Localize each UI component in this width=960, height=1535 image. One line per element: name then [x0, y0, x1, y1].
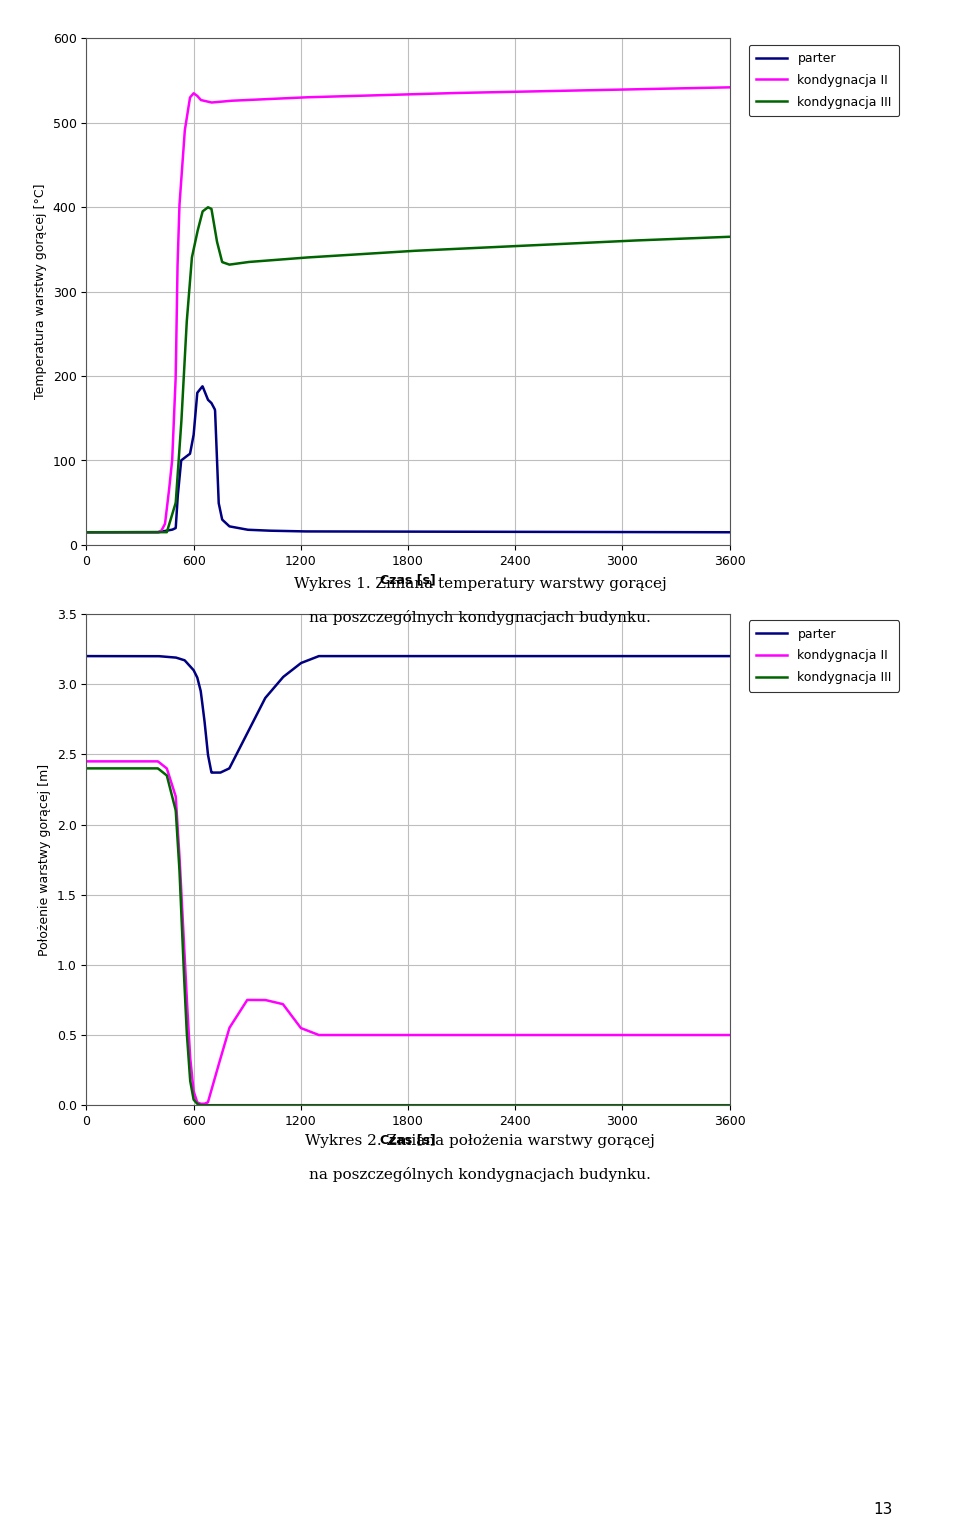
kondygnacja II	[327, 87, 339, 106]
kondygnacja II	[81, 523, 92, 542]
Legend: parter, kondygnacja II, kondygnacja III: parter, kondygnacja II, kondygnacja III	[749, 45, 900, 117]
parter	[724, 646, 735, 665]
kondygnacja III	[154, 523, 165, 542]
kondygnacja III	[195, 1096, 206, 1114]
parter	[81, 523, 92, 542]
Text: na poszczególnych kondygnacjach budynku.: na poszczególnych kondygnacjach budynku.	[309, 1167, 651, 1182]
Line: kondygnacja III: kondygnacja III	[86, 769, 730, 1105]
parter	[154, 648, 165, 666]
Line: kondygnacja III: kondygnacja III	[86, 207, 730, 533]
X-axis label: Czas [s]: Czas [s]	[380, 573, 436, 586]
Line: parter: parter	[86, 387, 730, 533]
Y-axis label: Położenie warstwy gorącej [m]: Położenie warstwy gorącej [m]	[38, 763, 51, 956]
kondygnacja III	[327, 1096, 339, 1114]
X-axis label: Czas [s]: Czas [s]	[380, 1133, 436, 1147]
Line: parter: parter	[86, 655, 730, 772]
kondygnacja III	[327, 247, 339, 266]
kondygnacja III	[81, 760, 92, 778]
kondygnacja III	[355, 246, 367, 264]
Y-axis label: Temperatura warstwy gorącej [°C]: Temperatura warstwy gorącej [°C]	[35, 184, 47, 399]
kondygnacja III	[724, 227, 735, 246]
parter	[327, 646, 339, 665]
parter	[711, 523, 723, 542]
kondygnacja II	[327, 1025, 339, 1044]
parter	[355, 522, 367, 540]
Text: Wykres 1. Zmiana temperatury warstwy gorącej: Wykres 1. Zmiana temperatury warstwy gor…	[294, 577, 666, 591]
Text: Wykres 2. Zmiana położenia warstwy gorącej: Wykres 2. Zmiana położenia warstwy gorąc…	[305, 1134, 655, 1148]
kondygnacja II	[154, 522, 165, 540]
kondygnacja II	[195, 1094, 206, 1113]
kondygnacja III	[192, 221, 204, 239]
kondygnacja III	[355, 1096, 367, 1114]
parter	[642, 523, 654, 542]
kondygnacja III	[724, 1096, 735, 1114]
kondygnacja II	[711, 78, 723, 97]
parter	[327, 522, 339, 540]
parter	[355, 646, 367, 665]
parter	[642, 646, 654, 665]
parter	[205, 763, 217, 781]
kondygnacja II	[724, 78, 735, 97]
parter	[154, 523, 165, 542]
kondygnacja II	[192, 87, 204, 106]
kondygnacja III	[154, 761, 165, 780]
kondygnacja III	[203, 198, 214, 216]
kondygnacja III	[711, 1096, 723, 1114]
parter	[192, 382, 204, 401]
kondygnacja II	[711, 1025, 723, 1044]
kondygnacja II	[192, 1093, 204, 1111]
kondygnacja II	[81, 752, 92, 771]
kondygnacja III	[81, 523, 92, 542]
Legend: parter, kondygnacja II, kondygnacja III: parter, kondygnacja II, kondygnacja III	[749, 620, 900, 692]
Text: 13: 13	[874, 1501, 893, 1517]
kondygnacja II	[642, 1025, 654, 1044]
Line: kondygnacja II: kondygnacja II	[86, 761, 730, 1104]
kondygnacja III	[642, 230, 654, 249]
parter	[81, 646, 92, 665]
Text: na poszczególnych kondygnacjach budynku.: na poszczególnych kondygnacjach budynku.	[309, 609, 651, 625]
parter	[724, 523, 735, 542]
kondygnacja II	[154, 754, 165, 772]
kondygnacja III	[642, 1096, 654, 1114]
parter	[192, 671, 204, 689]
kondygnacja II	[355, 86, 367, 104]
kondygnacja II	[642, 80, 654, 98]
kondygnacja III	[711, 229, 723, 247]
kondygnacja II	[355, 1025, 367, 1044]
parter	[197, 378, 208, 396]
kondygnacja II	[724, 1025, 735, 1044]
parter	[711, 646, 723, 665]
kondygnacja III	[192, 1094, 204, 1113]
Line: kondygnacja II: kondygnacja II	[86, 87, 730, 533]
